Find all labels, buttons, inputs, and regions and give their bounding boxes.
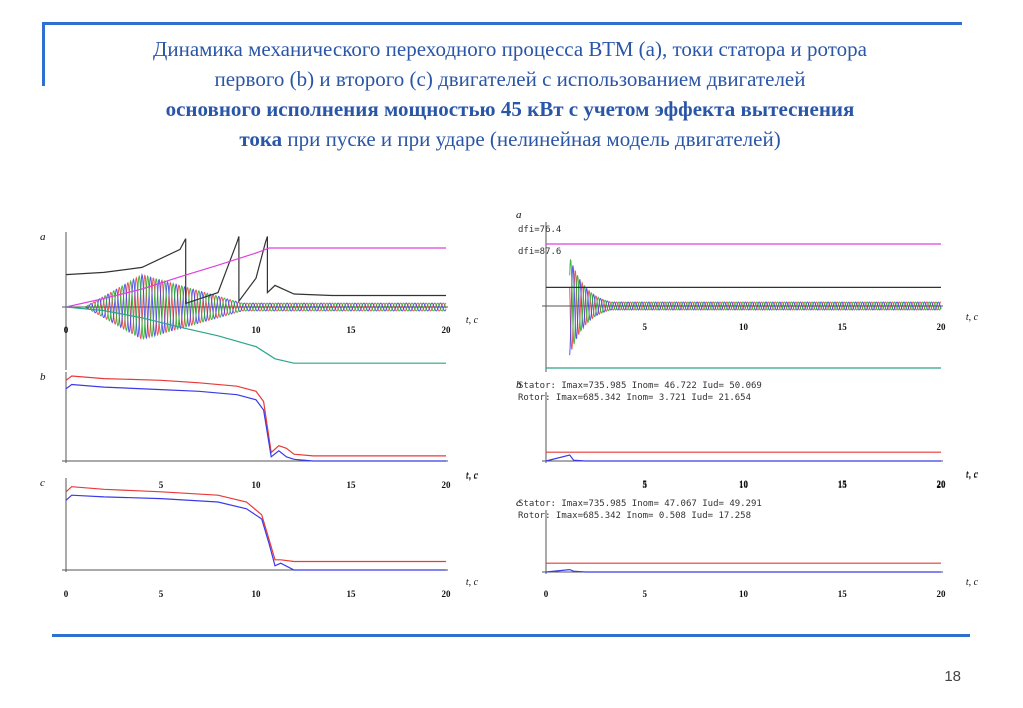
right-panel-a-label: a — [516, 209, 522, 221]
right-panel-c-bottom-tick-20: 20 — [937, 589, 947, 599]
right-panel-b-tick-5: 5 — [643, 479, 648, 489]
left-panel-c-series-blue — [65, 494, 446, 571]
slide-title: Динамика механического переходного проце… — [60, 34, 960, 154]
left-panel-c-tick-5: 5 — [159, 480, 164, 490]
left-panel-c-bottom-tick-0: 0 — [64, 589, 69, 599]
title-bracket-vertical — [42, 22, 45, 86]
right-panel-a-oscillation-blue — [569, 265, 942, 356]
right-panel-c-stator-readout: Stator: Imax=735.985 Inom= 47.067 Iud= 4… — [518, 499, 762, 509]
title-line-1: Динамика механического переходного проце… — [153, 37, 867, 61]
right-panel-b-tick-10: 10 — [739, 479, 749, 489]
left-panel-a-tick-0: 0 — [64, 325, 69, 335]
title-bracket-horizontal — [42, 22, 962, 25]
title-line-4-bold: тока — [239, 127, 283, 151]
right-panel-a-oscillation-green — [569, 259, 942, 345]
right-panel-b-series-blue — [545, 454, 941, 462]
right-panel-c-rotor-readout: Rotor: Imax=685.342 Inom= 0.508 Iud= 17.… — [518, 511, 751, 521]
left-panel-a-oscillation-blue — [84, 272, 447, 340]
left-panel-c-bottom-tick-15: 15 — [347, 589, 357, 599]
right-panel-a-annotation-0: dfi=76.4 — [518, 225, 561, 235]
right-panel-a-tick-10: 10 — [739, 322, 749, 332]
left-panel-a-series-magenta — [65, 247, 446, 308]
left-panel-c-bottom-tick-5: 5 — [159, 589, 164, 599]
left-panel-c-bottom-tick-10: 10 — [252, 589, 262, 599]
left-panel-c-tick-15: 15 — [347, 480, 357, 490]
right-panel-a-annotation-1: dfi=87.6 — [518, 247, 561, 257]
left-panel-a-label: a — [40, 231, 46, 243]
left-panel-a-tick-10: 10 — [252, 325, 262, 335]
bottom-rule — [52, 634, 970, 637]
left-panel-b-label: b — [40, 371, 46, 383]
right-panel-b-stator-readout: Stator: Imax=735.985 Inom= 46.722 Iud= 5… — [518, 381, 762, 391]
title-line-3: основного исполнения мощностью 45 кВт с … — [165, 97, 855, 121]
right-panel-c-tick-10: 10 — [739, 480, 749, 490]
left-panel-a-tick-15: 15 — [347, 325, 357, 335]
right-panel-b-tick-15: 15 — [838, 479, 848, 489]
left-panel-c-series-red — [65, 486, 446, 563]
right-panel-c-label: c — [516, 497, 521, 509]
left-panel-a-series-black — [65, 236, 446, 305]
title-line-4-rest: при пуске и при ударе (нелинейная модель… — [282, 127, 781, 151]
right-panel-c-bottom-tick-15: 15 — [838, 589, 848, 599]
right-panel-b-tick-20: 20 — [937, 479, 947, 489]
left-panel-b-series-blue — [65, 383, 446, 462]
left-panel-a-t-axis-label: t, c — [466, 315, 479, 326]
right-panel-c-tick-20: 20 — [937, 480, 947, 490]
right-panel-a-tick-15: 15 — [838, 322, 848, 332]
right-panel-a-t-axis-label: t, c — [966, 312, 979, 323]
left-panel-a-series-teal — [65, 306, 446, 364]
right-panel-c-bottom-tick-5: 5 — [643, 589, 648, 599]
left-panel-c-t-axis-label-bottom: t, c — [466, 577, 479, 588]
left-panel-b-t-axis-label: t, c — [466, 471, 479, 482]
right-panel-c-tick-15: 15 — [838, 480, 848, 490]
left-panel-c-tick-10: 10 — [252, 480, 262, 490]
right-panel-b-label: b — [516, 379, 522, 391]
right-panel-a-tick-5: 5 — [643, 322, 648, 332]
right-panel-c-tick-5: 5 — [643, 480, 648, 490]
left-panel-a-oscillation-green — [84, 274, 447, 340]
title-line-2: первого (b) и второго (c) двигателей с и… — [214, 67, 806, 91]
page-number: 18 — [944, 668, 961, 685]
title-line-4: тока при пуске и при ударе (нелинейная м… — [60, 124, 960, 154]
right-panel-c-bottom-tick-0: 0 — [544, 589, 549, 599]
right-panel-a-tick-20: 20 — [937, 322, 947, 332]
right-panel-b-rotor-readout: Rotor: Imax=685.342 Inom= 3.721 Iud= 21.… — [518, 393, 751, 403]
right-panel-c-series-blue — [545, 568, 941, 573]
left-panel-a-tick-20: 20 — [442, 325, 452, 335]
left-panel-c-label: c — [40, 477, 45, 489]
right-panel-c-t-axis-label: t, c — [966, 470, 979, 481]
right-panel-b-t-axis-label: t, c — [966, 469, 979, 480]
left-panel-c-tick-20: 20 — [442, 480, 452, 490]
left-panel-b-series-red — [65, 375, 446, 457]
left-panel-c-bottom-tick-20: 20 — [442, 589, 452, 599]
right-panel-c-bottom-tick-10: 10 — [739, 589, 749, 599]
right-panel-c-t-axis-label-bottom: t, c — [966, 577, 979, 588]
left-panel-c-t-axis-label: t, c — [466, 470, 479, 481]
